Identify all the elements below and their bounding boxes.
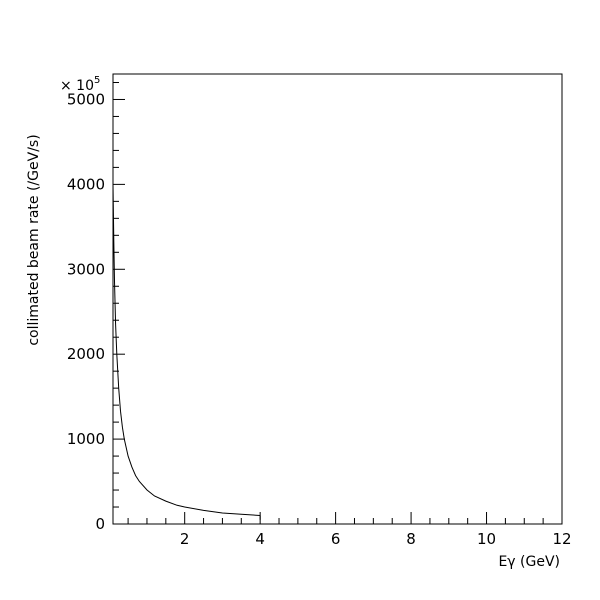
y-tick-label: 1000 <box>67 430 105 448</box>
y-axis-label: collimated beam rate (/GeV/s) <box>26 134 42 345</box>
x-tick-label: 4 <box>255 530 265 548</box>
y-tick-label: 0 <box>95 515 105 533</box>
y-axis-tick-labels: 0 1000 2000 3000 4000 5000 <box>67 90 105 533</box>
x-axis-tick-labels: 2 4 6 8 10 12 <box>180 530 572 548</box>
x-tick-label: 12 <box>552 530 571 548</box>
x-tick-label: 6 <box>331 530 341 548</box>
y-axis-multiplier-exponent: 5 <box>94 75 100 86</box>
x-axis-label: Eγ (GeV) <box>498 554 560 570</box>
y-tick-label: 2000 <box>67 345 105 363</box>
x-tick-label: 2 <box>180 530 190 548</box>
plot-frame <box>112 73 563 525</box>
series-line <box>112 184 261 516</box>
y-tick-label: 4000 <box>67 175 105 193</box>
series-group <box>112 184 261 520</box>
y-tick-label: 5000 <box>67 90 105 108</box>
y-axis-ticks <box>113 81 125 508</box>
x-axis-ticks <box>127 512 563 524</box>
x-tick-label: 10 <box>477 530 496 548</box>
x-tick-label: 8 <box>406 530 416 548</box>
y-tick-label: 3000 <box>67 260 105 278</box>
y-axis-multiplier: × 105 <box>60 75 100 94</box>
